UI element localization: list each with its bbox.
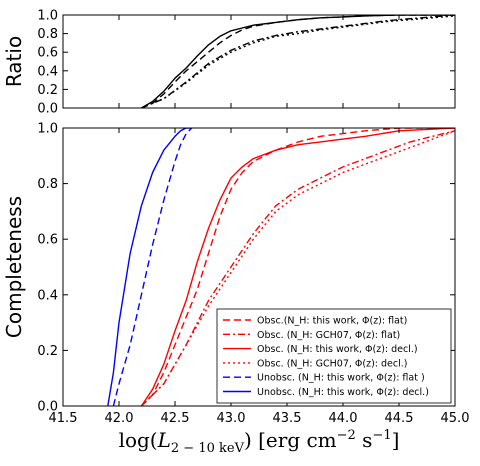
plot-frame bbox=[62, 127, 456, 407]
completeness-series-line-3 bbox=[140, 130, 455, 406]
x-tick-label: 44.5 bbox=[385, 411, 414, 426]
legend-entry: Obsc. (N_H: GCH07, Φ(z): flat) bbox=[257, 330, 400, 341]
ratio-panel: 0.0 0.2 0.4 0.6 0.8 1.0 Ratio bbox=[2, 9, 456, 117]
y-tick-label: 0.4 bbox=[37, 64, 58, 79]
y-tick-label: 0.6 bbox=[37, 233, 58, 248]
x-axis-label: log(L2 − 10 keV) [erg cm−2 s−1] bbox=[119, 428, 400, 456]
y-tick-label: 0.2 bbox=[37, 83, 58, 98]
x-tick-label: 43.0 bbox=[217, 411, 246, 426]
y-tick-label: 0.8 bbox=[37, 27, 58, 42]
completeness-series-line-2 bbox=[140, 128, 455, 406]
x-tick-label: 42.5 bbox=[161, 411, 190, 426]
legend-entry: Unobsc. (N_H: this work, Φ(z): decl.) bbox=[257, 387, 429, 398]
completeness-axis-label: Completeness bbox=[2, 196, 26, 338]
legend-entry: Obsc. (N_H: GCH07, Φ(z): decl.) bbox=[257, 358, 407, 369]
y-tick-label: 0.0 bbox=[37, 102, 58, 117]
legend-entry: Obsc.(N_H: this work, Φ(z): flat) bbox=[257, 316, 407, 327]
legend-entry: Unobsc. (N_H: this work, Φ(z): flat ) bbox=[257, 373, 425, 384]
x-tick-label: 41.5 bbox=[49, 411, 78, 426]
x-tick-label: 42.0 bbox=[105, 411, 134, 426]
ratio-series-line-0 bbox=[141, 15, 455, 108]
completeness-series-line-4 bbox=[112, 128, 193, 406]
ratio-series-line-1 bbox=[141, 15, 455, 108]
x-tick-label: 43.5 bbox=[273, 411, 302, 426]
completeness-panel: 0.0 0.2 0.4 0.6 0.8 1.0 41.5 42.0 42.5 43.0 43.5 44… bbox=[2, 122, 469, 457]
y-tick-label: 0.6 bbox=[37, 46, 58, 61]
y-tick-label: 0.8 bbox=[37, 177, 58, 192]
y-tick-label: 0.0 bbox=[37, 400, 58, 415]
x-tick-label: 45.0 bbox=[441, 411, 470, 426]
completeness-series-line-5 bbox=[107, 128, 192, 406]
ratio-axis-label: Ratio bbox=[2, 36, 26, 87]
ratio-series-line-2 bbox=[141, 15, 455, 108]
ratio-series-line-3 bbox=[141, 15, 455, 108]
y-tick-label: 0.4 bbox=[37, 288, 58, 303]
legend bbox=[216, 308, 452, 404]
y-tick-label: 1.0 bbox=[37, 9, 58, 24]
plot-frame bbox=[62, 14, 456, 109]
legend-entry: Obsc. (N_H: this work, Φ(z): decl.) bbox=[257, 344, 418, 355]
x-tick-label: 44.0 bbox=[329, 411, 358, 426]
y-tick-label: 0.2 bbox=[37, 344, 58, 359]
completeness-series-line-0 bbox=[140, 128, 455, 406]
completeness-series-line-1 bbox=[140, 130, 455, 406]
y-tick-label: 1.0 bbox=[37, 122, 58, 137]
